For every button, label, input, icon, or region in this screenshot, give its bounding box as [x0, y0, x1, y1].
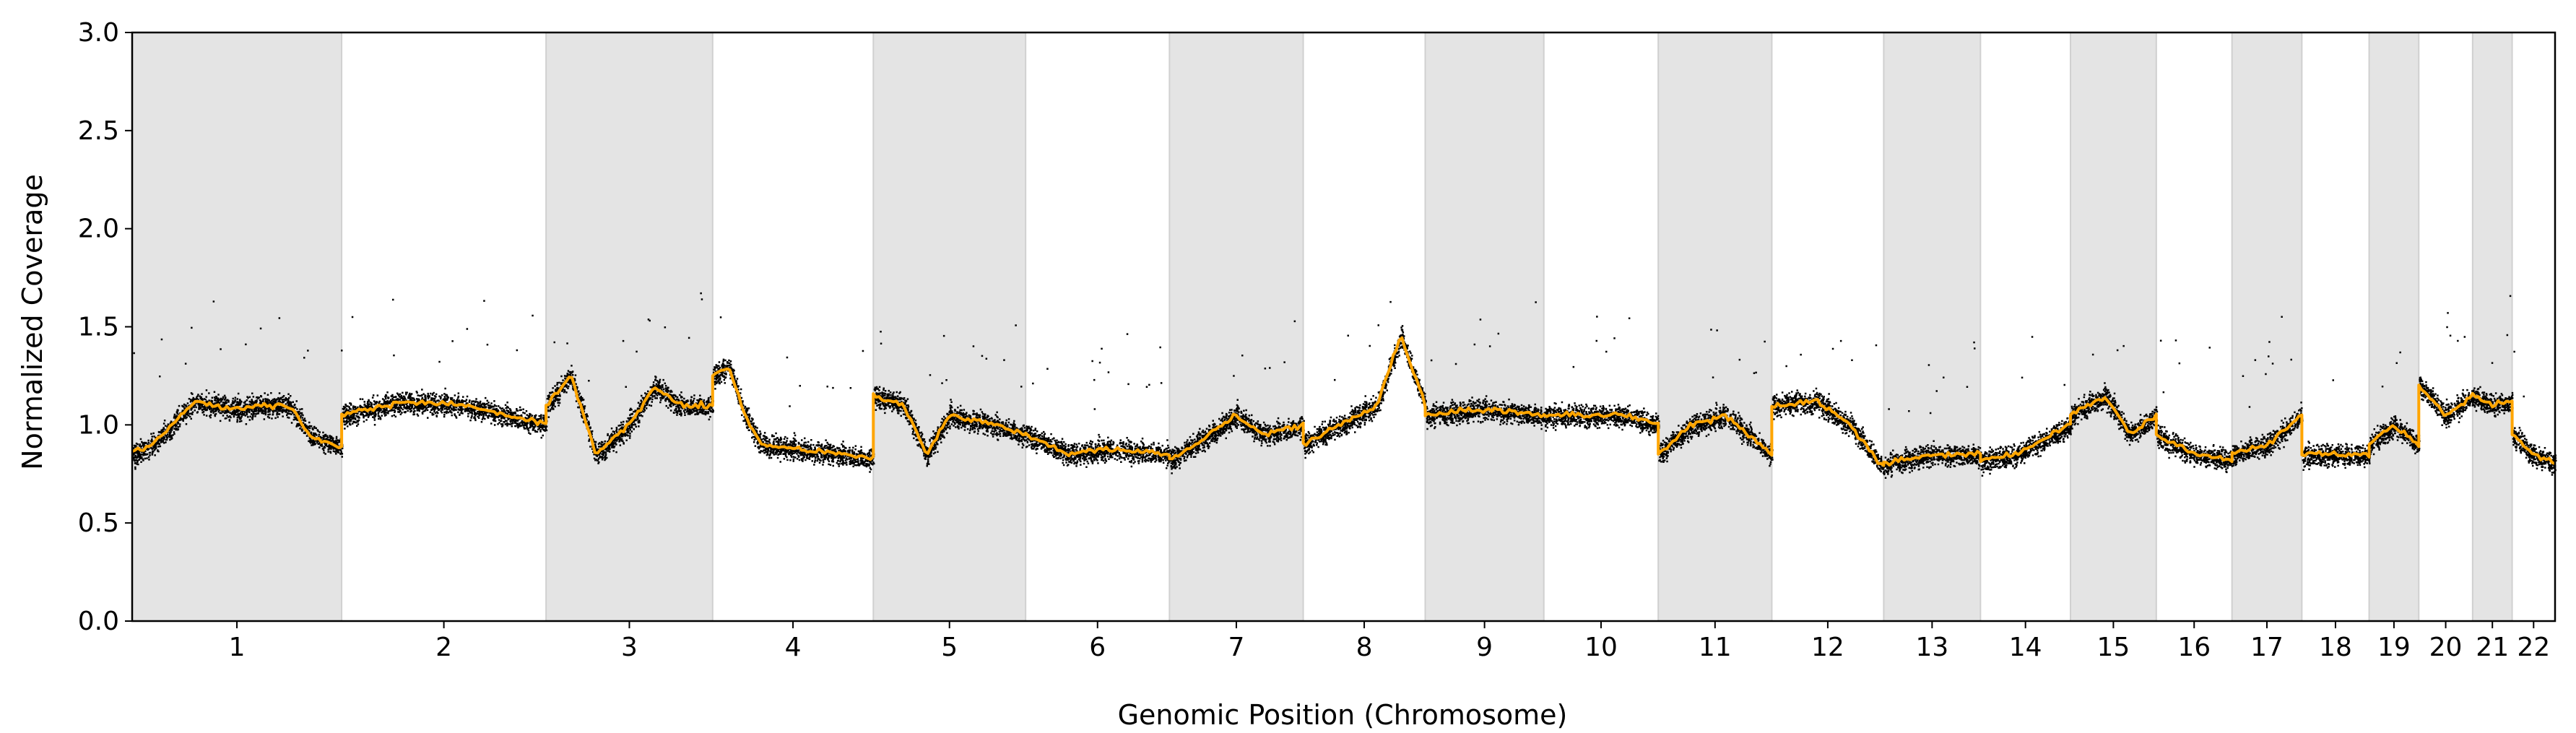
chromosome-points-14 — [1980, 336, 2073, 477]
x-tick-label-4: 4 — [785, 633, 802, 662]
scatter-points — [132, 292, 2557, 479]
x-tick-label-6: 6 — [1089, 633, 1106, 662]
x-tick-label-20: 20 — [2429, 633, 2463, 662]
chromosome-shading — [131, 32, 2513, 622]
chromosome-band-21 — [2471, 32, 2513, 622]
x-tick-label-16: 16 — [2177, 633, 2211, 662]
segment-line-group — [131, 336, 2556, 467]
chromosome-band-3 — [545, 32, 714, 622]
x-tick-label-2: 2 — [435, 633, 452, 662]
chromosome-points-20 — [2419, 312, 2475, 429]
segment-line — [131, 336, 2556, 467]
x-tick-label-9: 9 — [1476, 633, 1493, 662]
chromosome-points-16 — [2156, 339, 2234, 474]
x-tick-label-12: 12 — [1811, 633, 1844, 662]
chromosome-band-15 — [2070, 32, 2157, 622]
y-tick-label-0.0: 0.0 — [78, 607, 119, 636]
chromosome-band-19 — [2368, 32, 2420, 622]
y-tick-label-0.5: 0.5 — [78, 508, 119, 538]
x-tick-label-10: 10 — [1584, 633, 1618, 662]
chromosome-band-17 — [2231, 32, 2303, 622]
x-tick-label-14: 14 — [2009, 633, 2042, 662]
chromosome-band-13 — [1883, 32, 1982, 622]
chromosome-points-3 — [546, 292, 714, 464]
x-tick-label-8: 8 — [1356, 633, 1373, 662]
y-tick-label-2.0: 2.0 — [78, 214, 119, 244]
chromosome-points-19 — [2369, 351, 2421, 456]
y-tick-label-1.5: 1.5 — [78, 313, 119, 342]
x-tick-label-18: 18 — [2319, 633, 2352, 662]
x-axis-label: Genomic Position (Chromosome) — [1118, 699, 1568, 731]
chromosome-band-1 — [131, 32, 343, 622]
chromosome-points-4 — [713, 316, 875, 473]
chromosome-points-18 — [2302, 379, 2371, 471]
x-axis: 1 2 3 4 5 6 7 8 9 10 11 12 13 14 15 16 17 18 19 20 21 22 — [229, 621, 2550, 662]
x-tick-label-1: 1 — [229, 633, 246, 662]
x-tick-label-11: 11 — [1699, 633, 1732, 662]
chromosome-points-22 — [2512, 350, 2557, 476]
x-tick-label-7: 7 — [1228, 633, 1245, 662]
x-tick-label-19: 19 — [2377, 633, 2411, 662]
chromosome-band-9 — [1424, 32, 1545, 622]
x-tick-label-21: 21 — [2476, 633, 2509, 662]
x-tick-label-22: 22 — [2517, 633, 2550, 662]
chromosome-points-10 — [1544, 316, 1660, 436]
chromosome-points-21 — [2473, 295, 2514, 418]
y-tick-label-3.0: 3.0 — [78, 18, 119, 48]
y-axis-label: Normalized Coverage — [17, 174, 48, 470]
x-tick-label-5: 5 — [941, 633, 958, 662]
chromosome-points-8 — [1303, 300, 1427, 459]
x-tick-label-3: 3 — [621, 633, 638, 662]
y-tick-label-1.0: 1.0 — [78, 410, 119, 440]
chromosome-band-5 — [872, 32, 1027, 622]
y-axis: 0.0 0.5 1.0 1.5 2.0 2.5 3.0 — [78, 18, 132, 636]
chromosome-points-7 — [1169, 320, 1305, 474]
chromosome-points-13 — [1883, 341, 1982, 479]
chromosome-points-9 — [1425, 301, 1545, 430]
y-tick-label-2.5: 2.5 — [78, 116, 119, 146]
x-tick-label-13: 13 — [1915, 633, 1948, 662]
chromosome-band-11 — [1657, 32, 1773, 622]
x-tick-label-17: 17 — [2250, 633, 2284, 662]
plot-frame — [131, 31, 2557, 623]
chromosome-points-6 — [1025, 333, 1171, 469]
x-tick-label-15: 15 — [2097, 633, 2130, 662]
chromosome-band-7 — [1168, 32, 1304, 622]
